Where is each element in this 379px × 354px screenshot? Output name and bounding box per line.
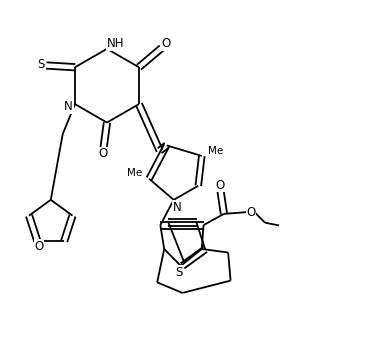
Text: Me: Me: [208, 145, 223, 156]
Text: N: N: [173, 201, 182, 214]
Text: O: O: [161, 37, 171, 50]
Text: S: S: [37, 58, 45, 71]
Text: O: O: [34, 240, 44, 252]
Text: O: O: [215, 178, 224, 192]
Text: S: S: [175, 266, 183, 279]
Text: N: N: [64, 101, 73, 113]
Text: NH: NH: [107, 37, 124, 50]
Text: Me: Me: [127, 169, 143, 178]
Text: O: O: [246, 206, 255, 219]
Text: O: O: [98, 147, 107, 160]
